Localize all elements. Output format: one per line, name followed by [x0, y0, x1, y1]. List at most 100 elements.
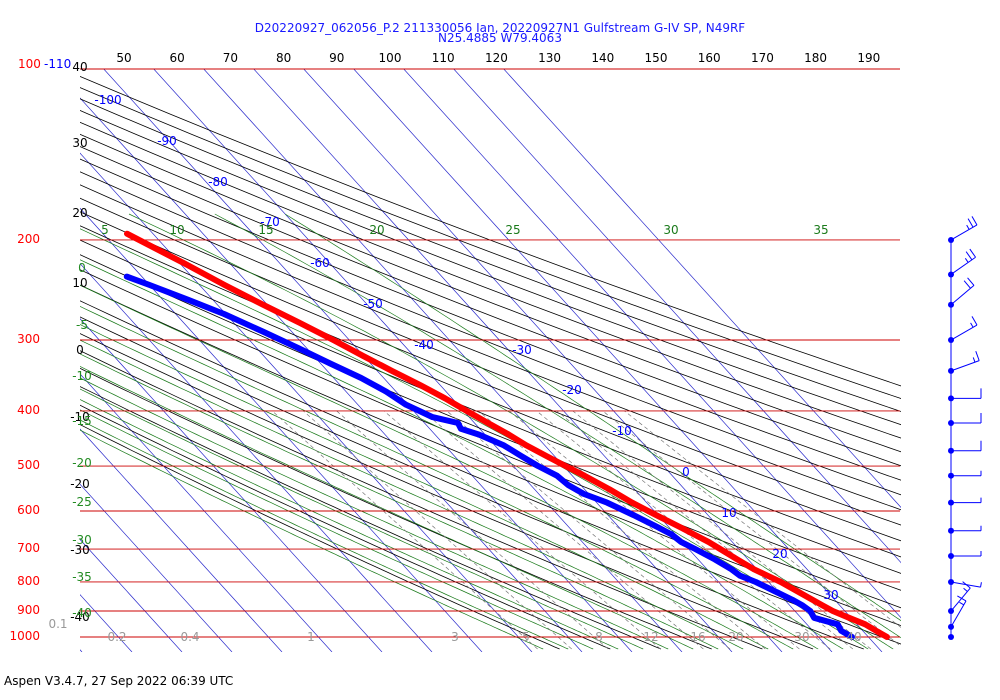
mixing-ratio-label: 3 — [451, 630, 459, 644]
isotherm-line — [80, 262, 433, 652]
isotherm-label: -60 — [310, 256, 330, 270]
top-tick-label: 170 — [751, 51, 774, 65]
wind-barb-shaft — [950, 256, 976, 275]
dry-adiabat — [80, 98, 901, 412]
isotherm-label: -40 — [414, 338, 434, 352]
mixing-ratio-label: 8 — [595, 630, 603, 644]
dry-adiabat — [80, 386, 662, 650]
dry-adiabat — [80, 404, 611, 650]
isotherm-label: -90 — [157, 134, 177, 148]
moist-adiabat — [80, 284, 819, 650]
moist-adiabat — [80, 377, 669, 650]
pressure-label: 600 — [17, 503, 40, 517]
mixing-ratio-line — [422, 410, 704, 650]
footer-text: Aspen V3.4.7, 27 Sep 2022 06:39 UTC — [4, 674, 234, 688]
dry-adiabat — [80, 110, 901, 426]
dry-adiabat — [80, 75, 901, 387]
mixing-ratio-label: 0.2 — [107, 630, 126, 644]
isotherm-line — [80, 594, 133, 652]
moist-adiabat — [214, 213, 901, 639]
pressure-label: 200 — [17, 232, 40, 246]
dry-adiabat — [80, 171, 901, 496]
wind-barb-flag — [969, 248, 976, 258]
moist-adiabat — [80, 429, 544, 650]
left-axis-label: 20 — [72, 206, 87, 220]
chart-title: D20220927_062056_P.2 211330056 Ian, 2022… — [254, 21, 746, 35]
theta-e-label: -20 — [72, 456, 92, 470]
pressure-label: 300 — [17, 332, 40, 346]
isotherm-line — [403, 69, 901, 619]
wind-barb-flag — [980, 582, 982, 588]
moist-adiabat — [284, 213, 901, 622]
wind-barb-flag — [963, 280, 971, 289]
theta-e-label: -25 — [72, 495, 92, 509]
wind-barb-flag — [975, 351, 980, 361]
wind-barb-flag — [972, 357, 976, 363]
mixing-ratio-label: 0.1 — [48, 617, 67, 631]
mixing-ratio-label: 40 — [846, 630, 861, 644]
isotherm-line — [80, 483, 233, 652]
mixing-ratio-label: 1 — [307, 630, 315, 644]
dry-adiabat — [80, 424, 560, 650]
left-axis-label: -20 — [70, 477, 90, 491]
wind-barb-flag — [971, 316, 978, 326]
top-tick-label: 180 — [804, 51, 827, 65]
moist-adiabat — [80, 306, 794, 650]
moist-adiabat-label: 5 — [101, 223, 109, 237]
moist-adiabat — [80, 399, 619, 650]
isotherm-label: 0 — [682, 465, 690, 479]
moist-adiabat — [80, 419, 569, 650]
top-tick-label: 190 — [857, 51, 880, 65]
dry-adiabat — [80, 350, 763, 650]
isotherm-label: -80 — [208, 175, 228, 189]
theta-e-label: -40 — [72, 606, 92, 620]
moist-adiabat-label: 10 — [169, 223, 184, 237]
top-tick-label: 80 — [276, 51, 291, 65]
isotherm-line — [203, 69, 733, 652]
wind-barb-shaft — [950, 324, 978, 341]
dry-adiabat — [80, 211, 901, 542]
moist-adiabat — [80, 366, 694, 650]
wind-barb-flag — [957, 595, 967, 602]
pressure-label: 800 — [17, 574, 40, 588]
isotherm-label: -10 — [612, 424, 632, 438]
isotherm-line — [80, 428, 283, 652]
wind-barb-flag — [964, 258, 969, 263]
moist-adiabat-label: 25 — [505, 223, 520, 237]
pressure-label: 100 — [18, 57, 41, 71]
wind-barb-dot — [948, 634, 954, 640]
dry-adiabat — [80, 197, 901, 526]
isotherm-line — [80, 373, 333, 652]
dry-adiabat — [80, 333, 814, 650]
mixing-ratio-line — [508, 410, 800, 650]
dry-adiabat — [80, 121, 901, 439]
top-tick-label: 110 — [432, 51, 455, 65]
wind-barb-flag — [959, 601, 964, 606]
left-axis-label: 10 — [72, 276, 87, 290]
dry-adiabat — [80, 158, 901, 481]
isotherm-label: 10 — [721, 506, 736, 520]
mixing-ratio-line — [536, 410, 831, 650]
pressure-label: 700 — [17, 541, 40, 555]
top-tick-label: 130 — [538, 51, 561, 65]
isotherm-label: -30 — [512, 343, 532, 357]
isotherm-label: 20 — [772, 547, 787, 561]
mixing-ratio-label: 12 — [643, 630, 658, 644]
isotherm-label: 30 — [823, 588, 838, 602]
wind-barb-shaft — [950, 224, 978, 241]
isotherm-line — [303, 69, 833, 652]
isotherm-label: -70 — [260, 215, 280, 229]
top-tick-label: 70 — [223, 51, 238, 65]
left-axis-label: -40 — [70, 610, 90, 624]
isotherm-line — [503, 69, 901, 508]
moist-adiabat — [80, 388, 644, 650]
wind-barb-flag — [971, 216, 978, 226]
moist-adiabat-label: 30 — [663, 223, 678, 237]
moist-adiabat — [80, 228, 869, 650]
dry-adiabat — [80, 146, 901, 467]
isotherm-line — [253, 69, 783, 652]
dry-adiabat — [80, 133, 901, 453]
pressure-label: 1000 — [9, 629, 40, 643]
isotherm-line — [80, 538, 183, 652]
